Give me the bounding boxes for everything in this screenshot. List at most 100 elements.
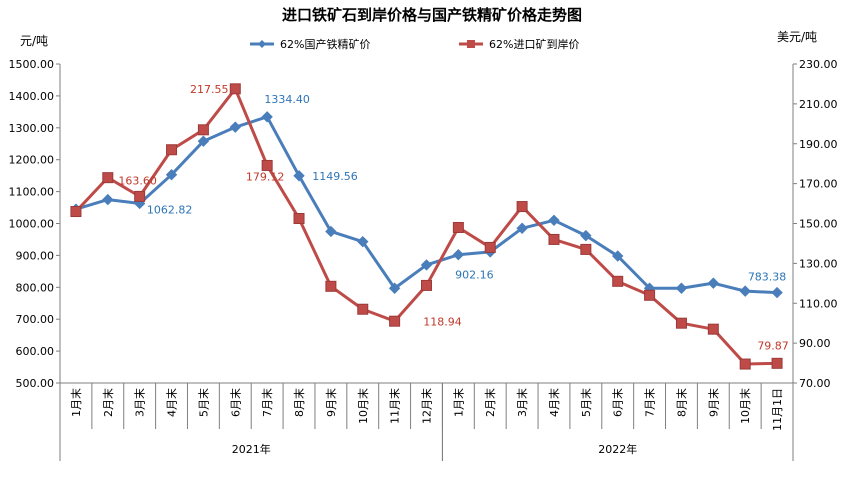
y-left-tick-label: 1300.00 — [9, 122, 55, 135]
x-tick-label: 6月末 — [228, 388, 242, 417]
y-left-tick-label: 1000.00 — [9, 218, 55, 231]
series-point — [293, 170, 305, 182]
data-label: 902.16 — [455, 269, 494, 282]
series-point — [739, 358, 751, 370]
x-tick-label: 8月末 — [292, 388, 306, 417]
data-label: 163.60 — [118, 174, 157, 187]
y-right-tick-label: 70.00 — [799, 377, 831, 390]
x-tick-label: 11月末 — [388, 388, 402, 424]
series-point — [421, 279, 432, 291]
y-left-tick-label: 1500.00 — [9, 58, 55, 71]
x-tick-label: 11月1日 — [771, 388, 784, 431]
y-right-tick-label: 110.00 — [799, 297, 838, 310]
x-tick-label: 6月末 — [611, 388, 625, 417]
y-right-unit: 美元/吨 — [777, 30, 817, 44]
x-tick-label: 7月末 — [260, 388, 274, 417]
data-label: 1334.40 — [264, 93, 310, 106]
x-tick-label: 4月末 — [547, 388, 561, 417]
series-point — [771, 286, 783, 299]
series-point — [707, 323, 719, 335]
y-left-tick-label: 700.00 — [16, 313, 55, 326]
y-left-tick-label: 600.00 — [16, 345, 55, 358]
series-point — [548, 233, 560, 245]
series-point — [675, 317, 687, 329]
x-tick-label: 1月末 — [451, 388, 465, 417]
axes: 500.00 600.00 700.00 800.00 900.00 1000.00 110… — [9, 58, 838, 461]
legend-label: 62%进口矿到岸价 — [489, 38, 579, 51]
series-point — [166, 144, 178, 156]
plot-area: 1062.82 1334.40 1149.56 902.16 783.38 163.60 2… — [70, 83, 789, 370]
y-left-tick-label: 1200.00 — [9, 154, 55, 167]
series-point — [70, 206, 82, 218]
x-tick-label: 2月末 — [101, 388, 115, 417]
chart-title: 进口铁矿石到岸价格与国产铁精矿价格走势图 — [282, 6, 582, 24]
y-right-tick-label: 170.00 — [799, 178, 838, 191]
y-left-unit: 元/吨 — [20, 34, 48, 48]
y-left-tick-label: 1100.00 — [9, 186, 55, 199]
series-point — [261, 159, 273, 171]
series-point — [229, 121, 241, 133]
x-tick-label: 9月末 — [706, 388, 720, 417]
series-point — [516, 201, 528, 213]
series-point — [388, 282, 401, 294]
series-point — [134, 190, 146, 202]
x-group-label: 2022年 — [598, 442, 637, 456]
y-right-tick-label: 130.00 — [799, 257, 838, 270]
series-point — [612, 250, 624, 262]
x-tick-label: 3月末 — [515, 388, 529, 417]
series-point — [675, 282, 688, 294]
y-right-tick-label: 150.00 — [799, 218, 838, 231]
series-point — [644, 289, 656, 301]
legend: 62%国产铁精矿价 62%进口矿到岸价 — [250, 37, 579, 51]
data-label: 783.38 — [748, 271, 787, 284]
data-label: 118.94 — [423, 315, 462, 328]
legend-marker — [467, 40, 475, 48]
x-tick-label: 10月末 — [356, 388, 370, 424]
series-point — [580, 229, 592, 242]
series-point — [612, 275, 624, 287]
x-group-label: 2021年 — [232, 442, 271, 456]
series-point — [452, 221, 464, 233]
y-left-tick-label: 1400.00 — [9, 90, 55, 103]
x-tick-label: 5月末 — [579, 388, 593, 417]
legend-label: 62%国产铁精矿价 — [280, 37, 370, 51]
x-tick-label: 1月末 — [69, 388, 83, 417]
legend-marker — [258, 40, 266, 48]
data-label: 1062.82 — [147, 203, 193, 216]
x-tick-label: 10月末 — [738, 388, 752, 424]
data-label: 179.12 — [246, 170, 285, 183]
series-point — [197, 135, 210, 147]
x-tick-label: 3月末 — [133, 388, 147, 417]
x-tick-label: 8月末 — [674, 388, 688, 417]
series-point — [102, 172, 114, 184]
y-left-tick-label: 800.00 — [16, 281, 55, 294]
data-label: 1149.56 — [312, 170, 358, 183]
x-tick-label: 4月末 — [165, 388, 179, 417]
series-point — [389, 315, 401, 327]
series-point — [357, 235, 369, 248]
y-right-tick-label: 210.00 — [799, 98, 838, 111]
series-point — [739, 285, 751, 297]
series-point — [420, 259, 433, 271]
series-point — [357, 303, 369, 315]
series-point — [261, 111, 273, 123]
series-point — [452, 249, 465, 261]
series-point — [580, 243, 592, 255]
x-tick-label: 5月末 — [196, 388, 210, 417]
x-tick-label: 7月末 — [643, 388, 657, 417]
series-point — [102, 193, 114, 206]
series-point — [707, 277, 720, 289]
data-label: 217.55 — [190, 83, 229, 96]
series-point — [325, 225, 337, 238]
x-tick-label: 9月末 — [324, 388, 338, 417]
series-point — [325, 280, 337, 292]
y-right-tick-label: 90.00 — [799, 337, 831, 350]
x-tick-label: 2月末 — [483, 388, 497, 417]
y-left-tick-label: 900.00 — [16, 249, 55, 262]
y-right-tick-label: 190.00 — [799, 138, 838, 151]
y-right-tick-label: 230.00 — [799, 58, 838, 71]
series-point — [165, 168, 178, 181]
series-point — [484, 241, 496, 253]
